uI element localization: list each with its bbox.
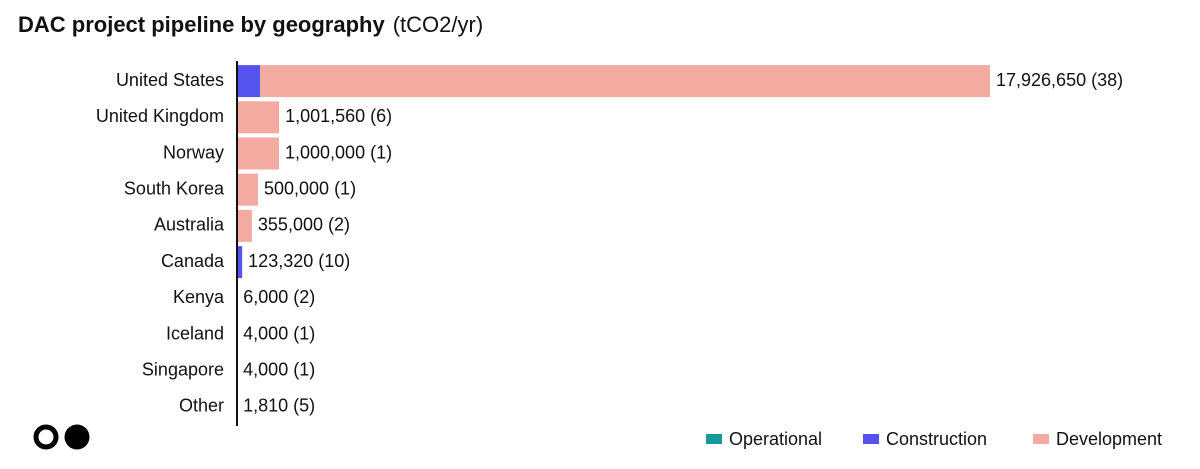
chart-title: DAC project pipeline by geography (tCO2/y… bbox=[18, 12, 483, 37]
value-label: 1,000,000 (1) bbox=[285, 142, 392, 162]
value-label: 4,000 (1) bbox=[243, 323, 315, 343]
category-label: Australia bbox=[154, 215, 225, 235]
value-label: 17,926,650 (38) bbox=[996, 70, 1123, 90]
category-label: United Kingdom bbox=[96, 106, 224, 126]
title: DAC project pipeline by geography bbox=[18, 12, 385, 37]
value-label: 500,000 (1) bbox=[264, 178, 356, 198]
category-label: United States bbox=[116, 70, 224, 90]
legend-swatch bbox=[1033, 434, 1049, 444]
bar-segment bbox=[237, 137, 280, 170]
bar-segment bbox=[237, 101, 280, 134]
category-label: South Korea bbox=[124, 178, 225, 198]
category-label: Singapore bbox=[142, 359, 224, 379]
category-label: Norway bbox=[163, 142, 224, 162]
category-label: Canada bbox=[161, 251, 225, 271]
value-label: 355,000 (2) bbox=[258, 215, 350, 235]
subtitle: (tCO2/yr) bbox=[393, 12, 483, 37]
legend-label: Development bbox=[1056, 429, 1162, 449]
value-label: 6,000 (2) bbox=[243, 287, 315, 307]
category-label: Other bbox=[179, 396, 224, 416]
value-label: 1,810 (5) bbox=[243, 396, 315, 416]
category-label: Iceland bbox=[166, 323, 224, 343]
bar-segment bbox=[260, 65, 991, 98]
bar-segment bbox=[237, 173, 259, 206]
value-label: 4,000 (1) bbox=[243, 359, 315, 379]
legend-swatch bbox=[706, 434, 722, 444]
legend-label: Operational bbox=[729, 429, 822, 449]
bar-segment bbox=[237, 65, 261, 98]
legend-label: Construction bbox=[886, 429, 987, 449]
value-label: 1,001,560 (6) bbox=[285, 106, 392, 126]
bar-segment bbox=[237, 209, 252, 242]
logo-dot bbox=[64, 424, 90, 450]
bar-segment bbox=[237, 246, 243, 279]
logo bbox=[33, 424, 90, 450]
category-label: Kenya bbox=[173, 287, 225, 307]
legend-swatch bbox=[863, 434, 879, 444]
value-label: 123,320 (10) bbox=[248, 251, 350, 271]
logo-ring bbox=[33, 424, 59, 450]
